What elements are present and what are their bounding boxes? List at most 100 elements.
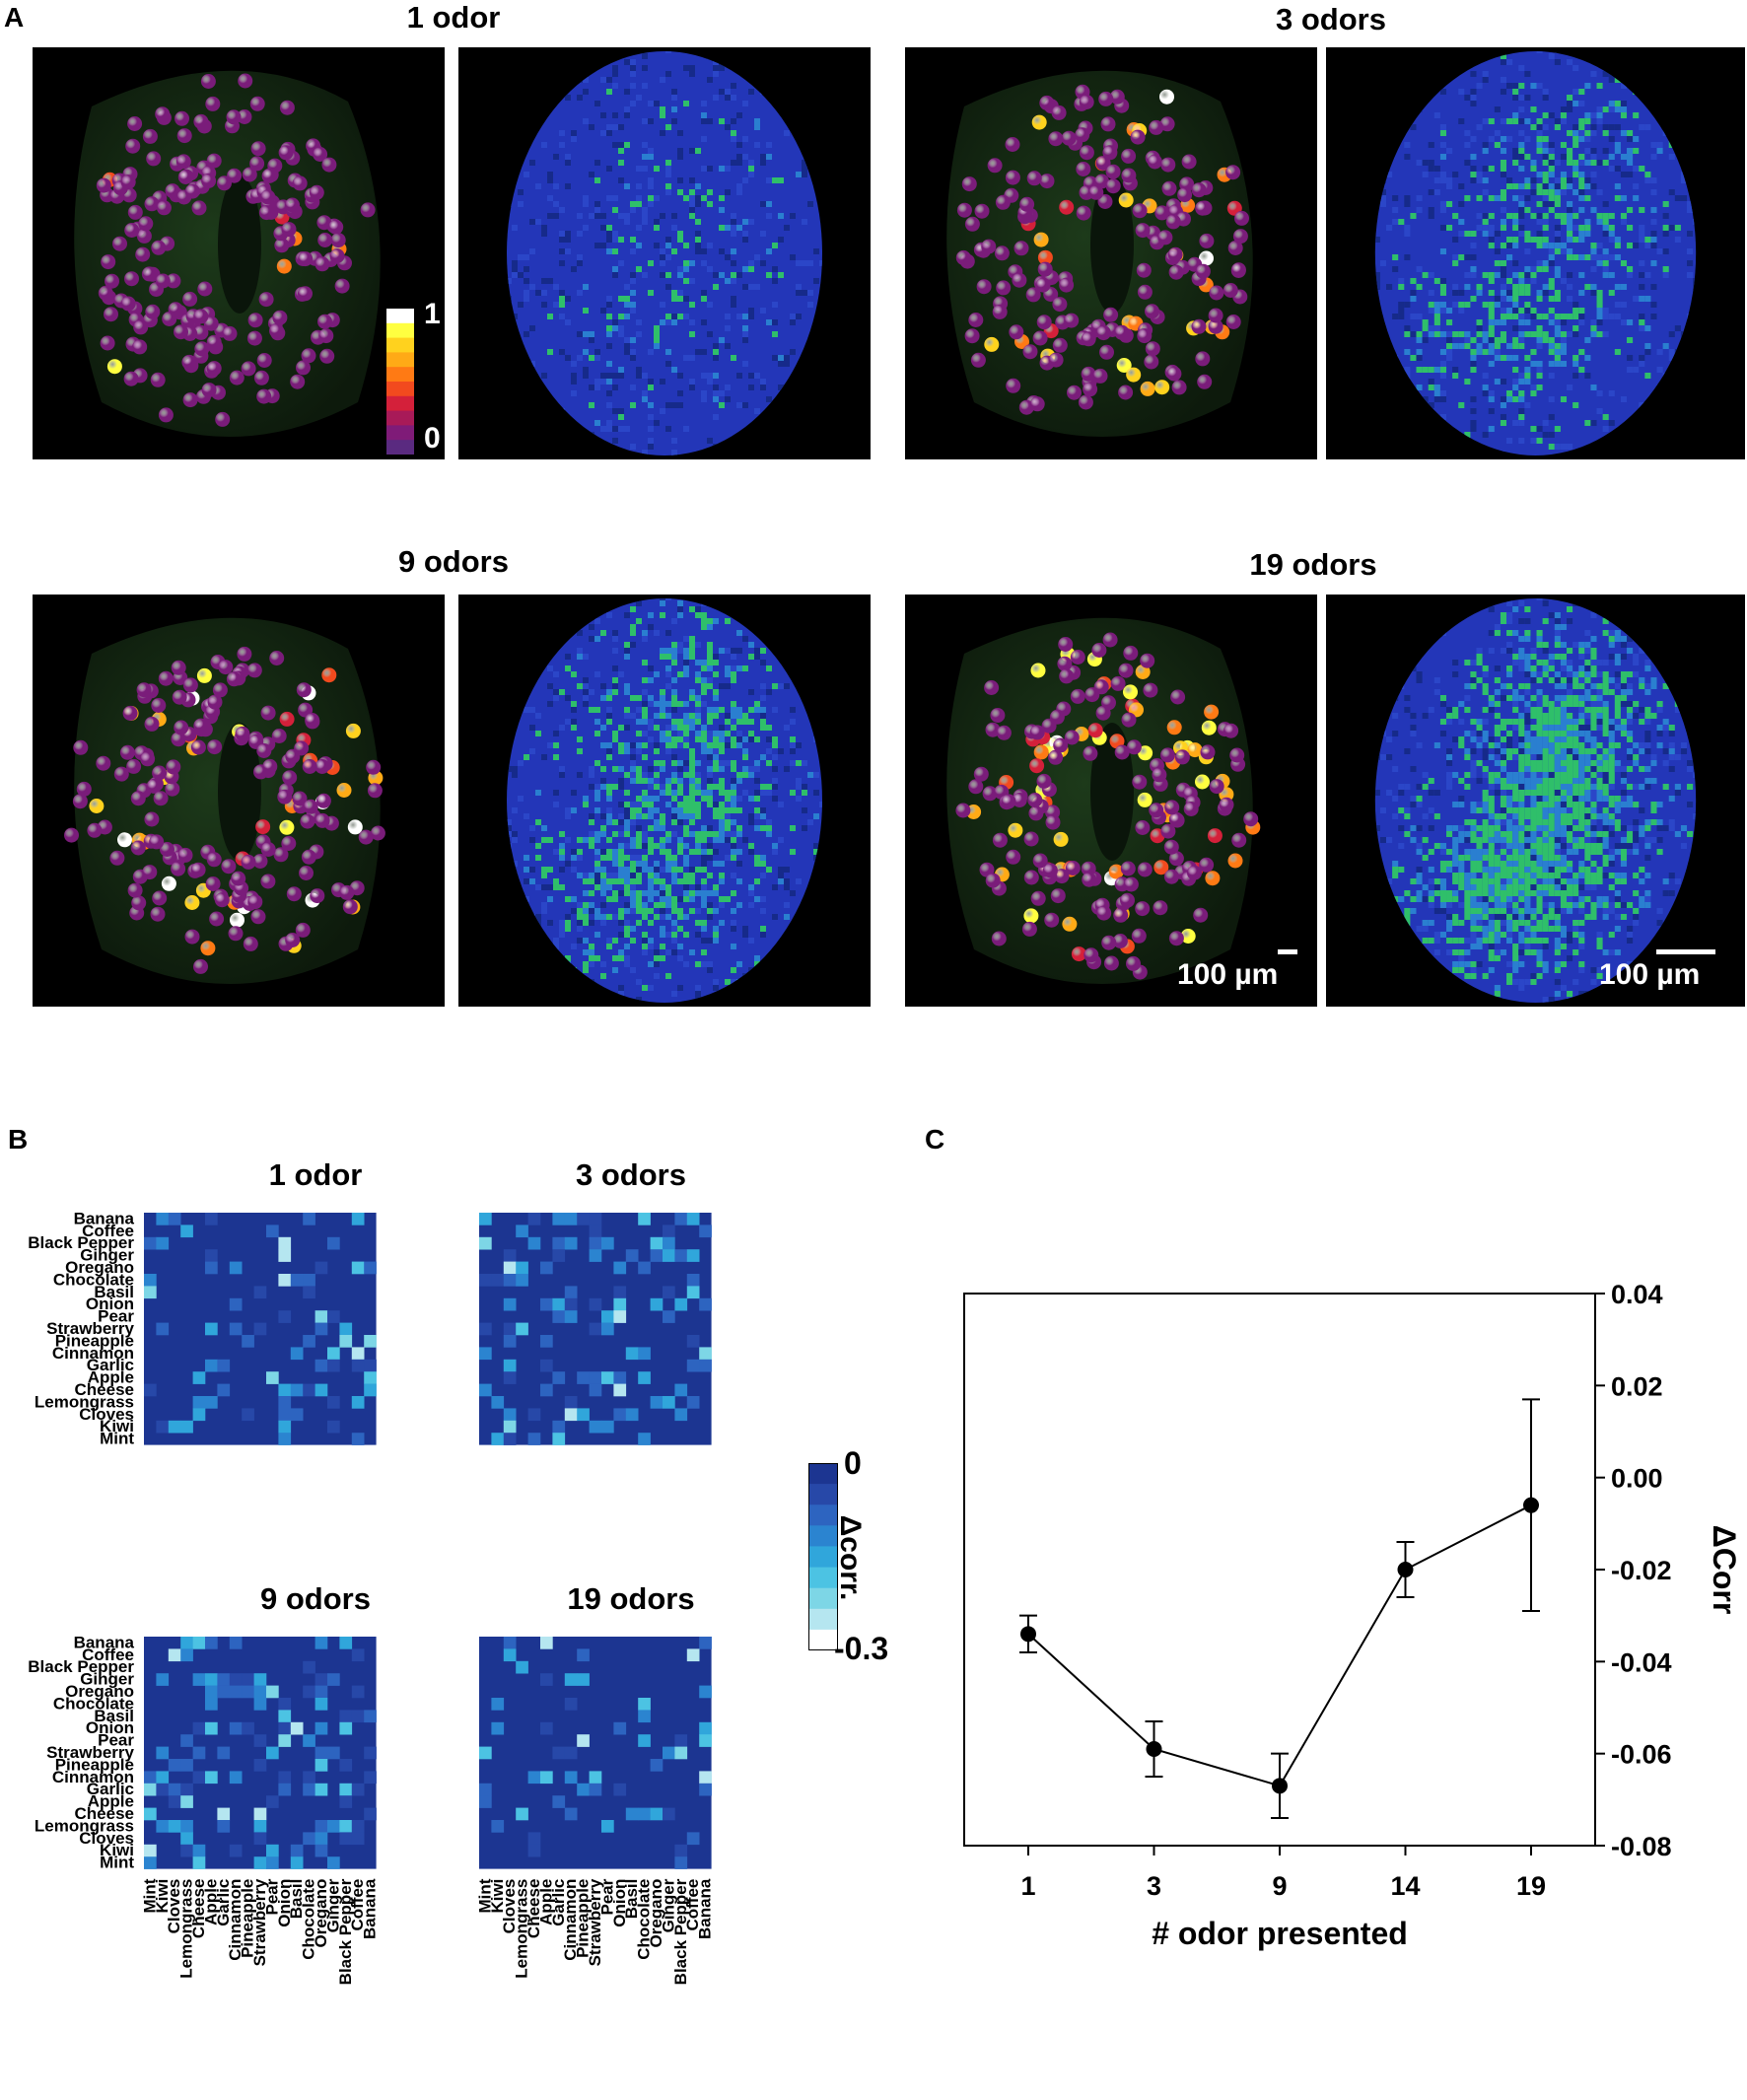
density-pixel — [507, 367, 512, 373]
density-pixel — [689, 807, 695, 813]
density-pixel — [642, 660, 648, 665]
density-pixel — [1662, 130, 1669, 136]
density-pixel — [583, 367, 589, 373]
density-pixel — [754, 855, 760, 861]
density-pixel — [742, 136, 748, 142]
density-pixel — [1542, 748, 1549, 754]
density-pixel — [1530, 772, 1537, 778]
density-pixel — [1578, 160, 1585, 166]
density-pixel — [500, 59, 506, 65]
density-pixel — [1554, 237, 1561, 243]
density-pixel — [1723, 254, 1729, 260]
density-pixel — [671, 949, 677, 955]
density-pixel — [671, 677, 677, 683]
density-pixel — [1627, 319, 1634, 325]
density-pixel — [695, 920, 701, 926]
density-pixel — [701, 101, 707, 106]
density-pixel — [813, 177, 819, 183]
density-pixel — [1644, 683, 1651, 689]
density-pixel — [1512, 148, 1519, 154]
density-pixel — [695, 231, 701, 237]
density-pixel — [695, 248, 701, 254]
density-pixel — [695, 867, 701, 873]
density-pixel — [1608, 636, 1615, 642]
density-pixel — [742, 266, 748, 272]
density-pixel — [1530, 695, 1537, 701]
density-pixel — [630, 908, 636, 914]
density-pixel — [1560, 642, 1568, 648]
density-pixel — [1548, 254, 1555, 260]
density-pixel — [1344, 450, 1350, 455]
density-pixel — [665, 701, 671, 707]
density-pixel — [713, 355, 719, 361]
density-pixel — [1596, 790, 1603, 796]
density-pixel — [1548, 248, 1555, 254]
density-pixel — [458, 595, 464, 600]
density-pixel — [1536, 189, 1543, 195]
density-pixel — [683, 426, 689, 432]
density-pixel — [1536, 790, 1543, 796]
density-pixel — [1433, 325, 1440, 331]
density-pixel — [665, 630, 671, 636]
density-pixel — [541, 278, 547, 284]
density-pixel — [819, 260, 822, 266]
glomerulus-ball — [104, 307, 118, 322]
density-pixel — [553, 695, 559, 701]
density-pixel — [1470, 177, 1477, 183]
density-pixel — [1500, 612, 1507, 618]
density-pixel — [701, 825, 707, 831]
density-pixel — [618, 314, 624, 319]
density-pixel — [1717, 420, 1723, 426]
density-pixel — [577, 260, 583, 266]
density-pixel — [683, 665, 689, 671]
density-pixel — [731, 278, 736, 284]
density-pixel — [507, 831, 512, 837]
density-pixel — [1476, 349, 1483, 355]
density-pixel — [772, 683, 778, 689]
density-pixel — [784, 71, 790, 77]
density-pixel — [807, 260, 813, 266]
density-pixel — [1488, 606, 1495, 612]
density-pixel — [1620, 677, 1628, 683]
density-pixel — [624, 183, 630, 189]
density-pixel — [606, 373, 612, 379]
glomerulus-ball — [207, 694, 223, 710]
density-pixel — [1608, 154, 1615, 160]
density-pixel — [701, 166, 707, 172]
density-pixel — [1542, 189, 1549, 195]
density-pixel — [1554, 790, 1561, 796]
density-pixel — [1398, 385, 1405, 390]
glomerulus-ball — [152, 765, 168, 781]
density-pixel — [1705, 331, 1711, 337]
density-pixel — [547, 213, 553, 219]
density-pixel — [665, 172, 671, 177]
density-pixel — [500, 671, 506, 677]
density-pixel — [748, 426, 754, 432]
density-pixel — [736, 979, 742, 985]
density-pixel — [701, 112, 707, 118]
density-pixel — [748, 731, 754, 736]
density-pixel — [1608, 71, 1615, 77]
density-pixel — [547, 701, 553, 707]
glomerulus-ball — [347, 819, 363, 835]
density-pixel — [671, 831, 677, 837]
density-pixel — [624, 612, 630, 618]
density-pixel — [1567, 207, 1573, 213]
density-pixel — [660, 944, 665, 949]
density-pixel — [665, 802, 671, 807]
density-pixel — [1357, 130, 1363, 136]
density-pixel — [1518, 201, 1525, 207]
density-pixel — [742, 402, 748, 408]
density-pixel — [1416, 671, 1423, 677]
glomerulus-ball — [127, 116, 143, 131]
glomerulus-ball — [1140, 381, 1155, 396]
density-pixel — [731, 831, 736, 837]
density-pixel — [1656, 660, 1663, 665]
density-pixel — [559, 973, 565, 979]
density-pixel — [1639, 742, 1645, 748]
density-pixel — [1506, 748, 1513, 754]
glomerulus-ball — [112, 236, 127, 251]
density-pixel — [707, 331, 713, 337]
density-pixel — [535, 920, 541, 926]
density-pixel — [1633, 760, 1640, 766]
